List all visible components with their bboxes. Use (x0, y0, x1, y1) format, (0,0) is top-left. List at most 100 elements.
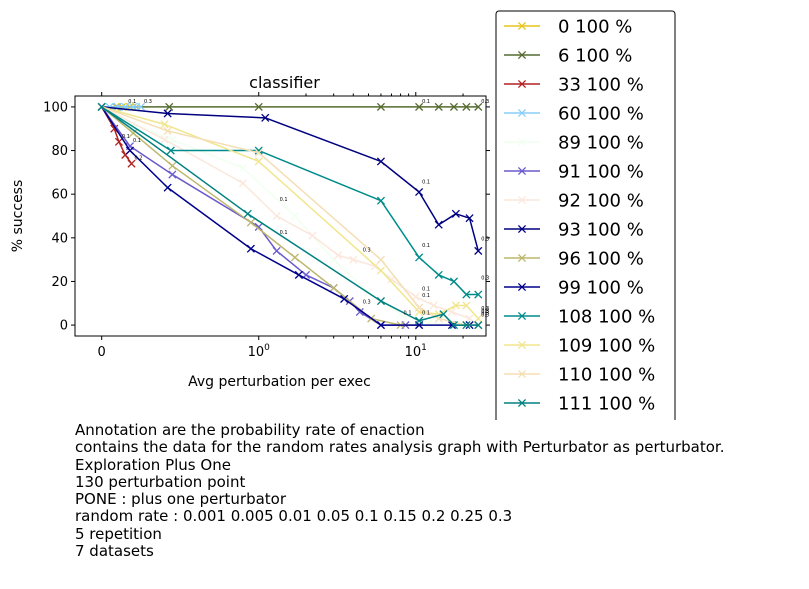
legend: 0 100 % 6 100 % 33 100 % 60 100 % 89 100 % 91… (495, 10, 676, 420)
data-point (376, 297, 385, 306)
series-line (101, 106, 479, 326)
data-point (290, 211, 299, 221)
legend-label: 91 100 % (558, 162, 644, 183)
axes-frame (74, 95, 487, 337)
rate-annotation: 0.3 (481, 99, 489, 105)
legend-marker (517, 253, 527, 263)
data-point (434, 102, 443, 111)
legend-marker (517, 195, 527, 205)
data-point (451, 209, 460, 218)
caption-line: Annotation are the probability rate of e… (75, 421, 425, 439)
data-point (168, 170, 177, 179)
data-point (415, 102, 424, 111)
data-point (376, 321, 385, 330)
data-point (465, 314, 474, 323)
caption-line: random rate : 0.001 0.005 0.01 0.05 0.1 … (75, 507, 513, 526)
data-point (254, 222, 263, 231)
rate-annotation: 0.3 (481, 313, 489, 319)
data-point (376, 102, 385, 111)
caption: Annotation are the probability rate of e… (75, 421, 725, 561)
series-line (101, 106, 479, 326)
data-point (290, 253, 299, 262)
data-point (439, 310, 448, 319)
series-line (101, 106, 479, 326)
data-point (160, 120, 169, 129)
data-point (334, 251, 343, 260)
data-point (474, 290, 483, 299)
data-point (429, 301, 438, 310)
y-tick-label: 0 (60, 319, 68, 334)
data-point (462, 102, 471, 111)
data-point (254, 102, 263, 111)
legend-marker (517, 21, 527, 31)
legend-label: 33 100 % (558, 75, 644, 96)
data-point (272, 211, 281, 221)
data-point (308, 231, 317, 240)
y-tick-label: 80 (51, 144, 68, 159)
y-axis-label: % success (10, 180, 26, 253)
data-point (160, 135, 169, 144)
rate-annotation: 0.3 (481, 276, 489, 282)
data-point (474, 246, 483, 255)
data-point (254, 146, 263, 155)
data-point (163, 109, 172, 118)
data-point (451, 301, 460, 310)
data-point (114, 137, 124, 146)
data-point (447, 307, 457, 317)
data-point (449, 102, 459, 111)
caption-line: 7 datasets (75, 542, 154, 561)
legend-marker (517, 50, 527, 60)
data-point (415, 253, 424, 262)
data-point (462, 321, 471, 330)
legend-label: 109 100 % (558, 336, 655, 357)
legend-marker (517, 166, 527, 176)
legend-label: 89 100 % (558, 133, 644, 154)
rate-annotation: 0.1 (422, 180, 430, 186)
rate-annotation: 0.1 (422, 99, 430, 105)
data-point (125, 146, 135, 155)
legend-label: 93 100 % (558, 220, 644, 241)
rate-annotation: 0.1 (422, 311, 430, 317)
data-point (474, 102, 483, 111)
data-point (136, 102, 146, 111)
data-point (434, 220, 443, 229)
data-point (462, 290, 471, 299)
y-tick-label: 20 (51, 275, 68, 290)
rate-annotation: 0.1 (422, 287, 430, 293)
caption-line: 5 repetition (75, 524, 162, 543)
rate-annotation: 0.3 (363, 247, 371, 253)
data-point (449, 321, 459, 330)
data-point (376, 266, 385, 275)
data-point (415, 303, 424, 312)
data-point (462, 301, 471, 310)
data-point (415, 316, 424, 325)
data-point (474, 314, 483, 323)
legend-label: 92 100 % (558, 191, 644, 212)
caption-line: Exploration Plus One (75, 455, 231, 474)
legend-marker (517, 108, 527, 118)
legend-label: 99 100 % (558, 278, 644, 299)
data-point (238, 163, 248, 173)
data-point (243, 209, 252, 218)
chart-title: classifier (249, 73, 320, 92)
data-point (254, 157, 263, 166)
y-tick-label: 40 (51, 231, 68, 246)
legend-marker (517, 340, 527, 350)
data-point (434, 270, 443, 279)
data-point (97, 102, 106, 111)
data-point (376, 255, 385, 264)
x-axis-label: Avg perturbation per exec (188, 374, 371, 390)
rate-annotation: 0.3 (144, 99, 152, 105)
rate-annotation: 0.1 (133, 138, 141, 144)
rate-annotation: 0.1 (422, 293, 430, 299)
data-point (261, 113, 270, 122)
legend-marker (517, 369, 527, 379)
rate-annotation: 0.1 (404, 311, 412, 317)
data-point (166, 146, 175, 155)
rate-annotation: 0.1 (422, 243, 430, 249)
rate-annotation: 0.1 (280, 230, 288, 236)
legend-marker (517, 398, 527, 408)
data-point (294, 270, 303, 279)
data-point (411, 292, 420, 301)
plot-background (75, 96, 486, 336)
